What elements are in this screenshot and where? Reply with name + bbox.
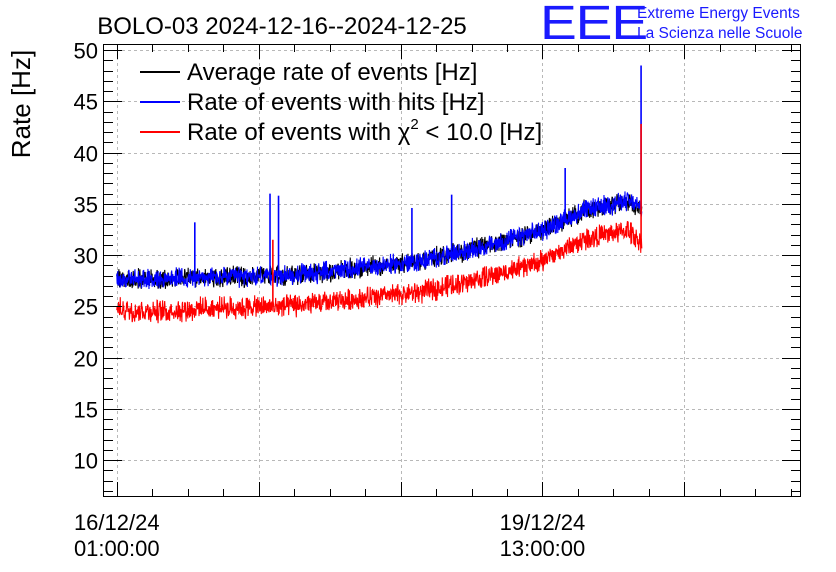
y-tick-label: 20 — [74, 347, 98, 372]
y-tick-label: 35 — [74, 193, 98, 218]
legend-label-sup: 2 — [410, 116, 418, 133]
series-line-1 — [116, 191, 643, 290]
legend-label-text: Rate of events with hits [Hz] — [187, 89, 484, 116]
legend-label: Rate of events with χ2 < 10.0 [Hz] — [187, 116, 542, 146]
legend-label: Rate of events with hits [Hz] — [187, 89, 484, 116]
axis-ticks — [104, 45, 800, 496]
legend-label-text: Average rate of events [Hz] — [187, 59, 477, 86]
x-tick-label-date: 16/12/24 — [74, 510, 160, 535]
eee-logo-mark: EEE — [540, 0, 648, 50]
legend-label-suffix: < 10.0 [Hz] — [419, 119, 542, 146]
x-tick-label-time: 13:00:00 — [500, 536, 586, 561]
series-line-2 — [116, 221, 643, 324]
x-tick-label-time: 01:00:00 — [74, 536, 160, 561]
y-tick-label: 45 — [74, 90, 98, 115]
y-tick-label: 10 — [74, 449, 98, 474]
x-tick-label-date: 19/12/24 — [500, 510, 586, 535]
y-axis-label: Rate [Hz] — [6, 50, 36, 158]
plot-frame — [103, 44, 801, 497]
y-tick-label: 15 — [74, 398, 98, 423]
logo-line-2: La Scienza nelle Scuole — [637, 25, 803, 42]
y-tick-label: 30 — [74, 244, 98, 269]
y-tick-label: 25 — [74, 295, 98, 320]
logo-line-1: Extreme Energy Events — [637, 5, 800, 22]
y-tick-labels: 10 15 20 25 30 35 40 45 50 — [74, 39, 98, 474]
chart-title: BOLO-03 2024-12-16--2024-12-25 — [97, 13, 467, 40]
y-tick-label: 40 — [74, 142, 98, 167]
eee-logo-text: Extreme Energy Events La Scienza nelle S… — [637, 4, 802, 44]
y-tick-label: 50 — [74, 39, 98, 64]
series-layer — [116, 65, 643, 324]
legend-label: Average rate of events [Hz] — [187, 59, 477, 86]
legend-label-text: Rate of events with χ — [187, 119, 411, 146]
legend: Average rate of events [Hz] Rate of event… — [140, 59, 542, 146]
